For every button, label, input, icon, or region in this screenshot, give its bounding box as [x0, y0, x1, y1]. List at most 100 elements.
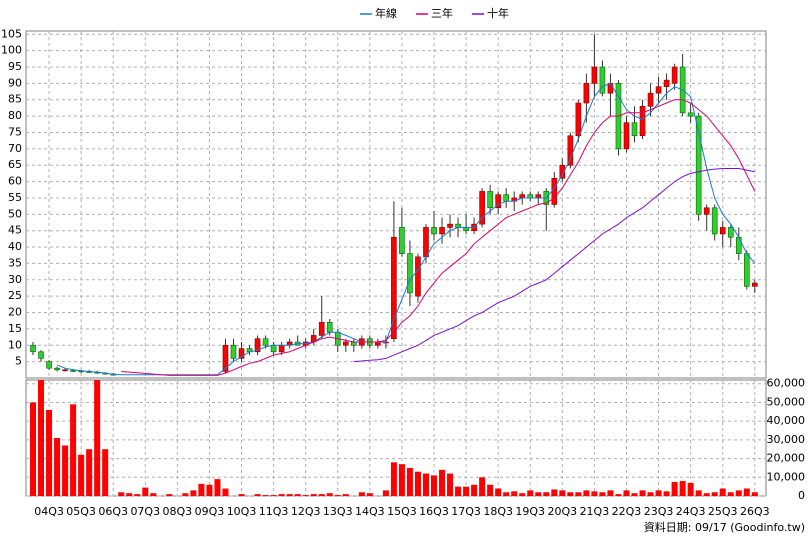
volume-bar [54, 438, 61, 496]
volume-bar [294, 494, 301, 496]
y-tick-label: 50 [8, 207, 22, 220]
volume-bar [414, 471, 421, 496]
volume-bar [439, 469, 446, 496]
volume-bar [679, 481, 686, 496]
volume-bar [647, 492, 654, 496]
y-tick-label: 105 [1, 27, 22, 40]
y-tick-label: 85 [8, 93, 22, 106]
y-tick-label: 25 [8, 289, 22, 302]
volume-bar [30, 402, 36, 496]
volume-bar [38, 380, 45, 496]
source-note: 資料日期: 09/17 (Goodinfo.tw) [644, 520, 805, 534]
volume-bar [655, 490, 662, 496]
volume-bar [286, 494, 293, 496]
volume-bar [551, 489, 558, 496]
y-tick-label: 35 [8, 256, 22, 269]
candle-body [671, 66, 678, 84]
x-tick-label: 11Q3 [259, 505, 289, 518]
volume-bar [278, 494, 285, 496]
y-tick-label: 55 [8, 191, 22, 204]
y-tick-label: 30 [8, 273, 22, 286]
volume-bar [326, 493, 333, 496]
volume-bar [575, 492, 582, 496]
price-panel [25, 30, 767, 379]
candle-body [270, 344, 277, 353]
volume-bar [751, 492, 758, 496]
candle-body [527, 194, 534, 199]
volume-bar [198, 483, 205, 496]
volume-bar [398, 464, 405, 496]
volume-bar [495, 488, 502, 496]
volume-bar [334, 495, 341, 496]
x-tick-label: 23Q3 [644, 505, 674, 518]
volume-bar [527, 490, 534, 496]
volume-bar [687, 482, 694, 496]
x-tick-label: 16Q3 [419, 505, 449, 518]
x-tick-label: 25Q3 [708, 505, 738, 518]
y2-tick-label: 10,000 [767, 470, 806, 483]
y-tick-label: 100 [1, 44, 22, 57]
candle-body [551, 178, 558, 205]
candle-body [655, 86, 662, 94]
volume-bar [342, 494, 349, 496]
candle-body [62, 369, 68, 372]
y2-tick-label: 40,000 [767, 414, 806, 427]
y-tick-label: 60 [8, 175, 22, 188]
candle-body [695, 115, 702, 215]
volume-bar [735, 490, 742, 496]
volume-bar [238, 494, 245, 496]
y-tick-label: 45 [8, 224, 22, 237]
candle-body [439, 227, 445, 235]
candle-body [30, 344, 36, 353]
volume-bar [719, 488, 726, 496]
y2-tick-label: 60,000 [767, 377, 806, 390]
candle-body [623, 122, 630, 150]
candle-body [222, 344, 229, 372]
volume-bar [447, 473, 454, 496]
candle-body [631, 122, 638, 137]
volume-bar [78, 454, 85, 496]
candle-body [262, 338, 269, 346]
volume-bar [62, 445, 69, 496]
volume-bar [631, 493, 638, 496]
candle-body [663, 79, 670, 87]
candle-body [647, 92, 654, 107]
volume-bar [623, 490, 630, 496]
volume-bar [695, 490, 702, 496]
candle-body [391, 236, 397, 340]
x-tick-label: 09Q3 [195, 505, 225, 518]
candle-body [719, 227, 726, 235]
volume-bar [535, 492, 542, 496]
y2-tick-label: 0 [798, 489, 805, 502]
volume-bar [262, 495, 269, 496]
candle-body [238, 348, 245, 359]
candle-body [751, 282, 758, 287]
legend-label: 年線 [375, 6, 397, 20]
x-tick-label: 15Q3 [387, 505, 417, 518]
ma-line [121, 99, 756, 376]
volume-bar [150, 493, 157, 496]
candle-body [503, 194, 509, 202]
x-tick-label: 07Q3 [130, 505, 160, 518]
y-tick-label: 15 [8, 322, 22, 335]
candle-body [591, 66, 598, 84]
volume-bar [671, 481, 678, 496]
x-tick-label: 19Q3 [515, 505, 545, 518]
x-tick-label: 05Q3 [66, 505, 96, 518]
candle-body [711, 207, 718, 235]
candle-body [407, 253, 413, 294]
candle-body [415, 256, 421, 297]
candle-body [519, 194, 526, 199]
volume-bar [503, 492, 510, 496]
volume-bar [270, 495, 277, 496]
volume-bar [222, 488, 229, 496]
legend-label: 三年 [431, 6, 453, 20]
volume-bar [390, 462, 397, 496]
y-tick-label: 70 [8, 142, 22, 155]
candle-body [70, 370, 76, 372]
candle-body [583, 83, 590, 104]
candle-body [230, 344, 237, 359]
volume-bar [607, 490, 614, 496]
